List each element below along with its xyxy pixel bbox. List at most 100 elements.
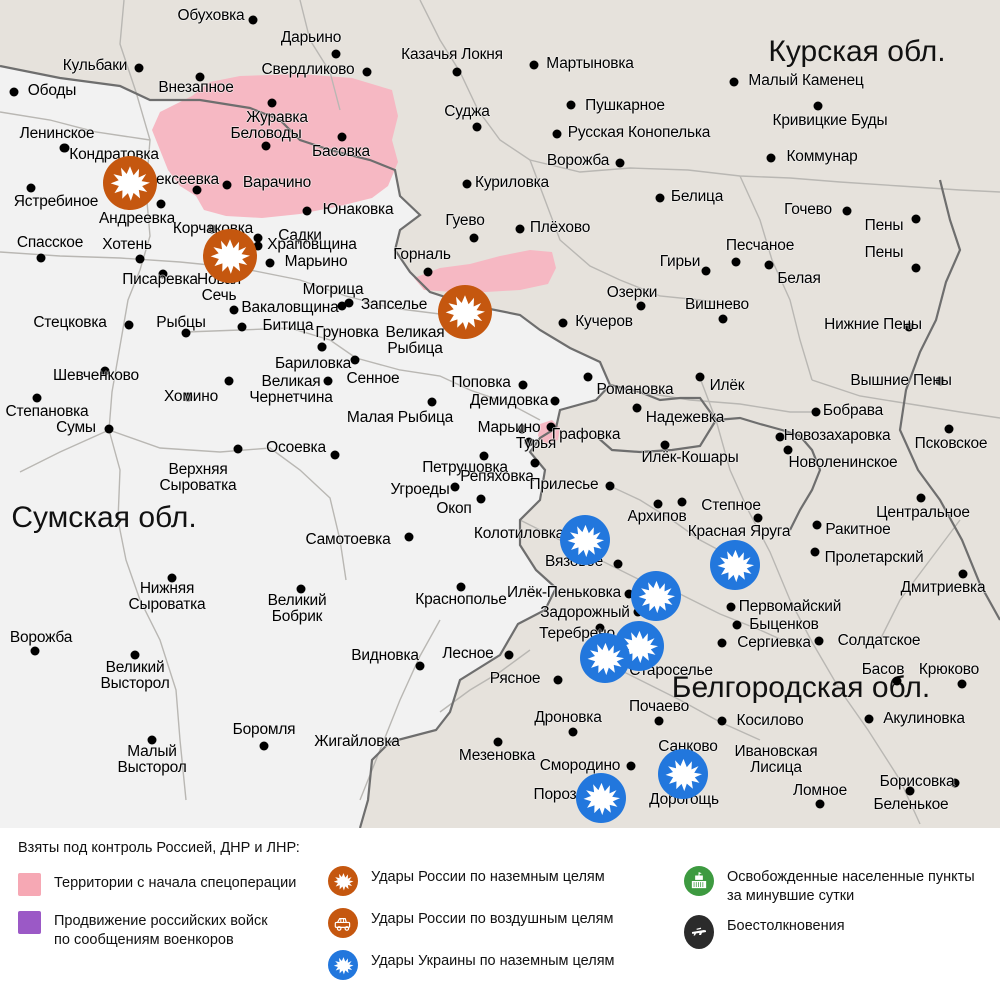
ukraine-ground-strike-marker[interactable] xyxy=(710,540,760,590)
place-label: Боромля xyxy=(232,721,296,739)
place-dot xyxy=(452,67,462,77)
place-label: Ворожба xyxy=(546,152,610,170)
place-label: Графовка xyxy=(551,426,621,444)
place-dot xyxy=(595,623,605,633)
place-dot xyxy=(124,320,134,330)
place-label: Храповщина xyxy=(267,236,357,254)
legend-item-label: Удары Украины по наземным целям xyxy=(371,953,615,969)
place-label: Прилесье xyxy=(529,476,599,494)
rifle-icon xyxy=(684,915,714,950)
place-label: Хомино xyxy=(163,388,219,406)
place-label: Пороз xyxy=(533,786,577,804)
place-dot xyxy=(472,122,482,132)
place-label: Гуево xyxy=(445,212,485,230)
place-label: Алексеевка xyxy=(137,171,219,189)
place-dot xyxy=(558,318,568,328)
place-dot xyxy=(626,761,636,771)
place-label: Малый Высторол xyxy=(117,743,187,776)
place-label: Бобрава xyxy=(822,402,884,420)
place-dot xyxy=(344,298,354,308)
place-dot xyxy=(147,735,157,745)
place-dot xyxy=(167,573,177,583)
place-dot xyxy=(517,424,527,434)
place-dot xyxy=(552,129,562,139)
place-dot xyxy=(654,716,664,726)
place-dot xyxy=(450,482,460,492)
russia-landmass xyxy=(0,0,1000,828)
place-label: Первомайский xyxy=(738,598,842,616)
place-dot xyxy=(330,450,340,460)
legend-panel: Взяты под контроль Россией, ДНР и ЛНР: Т… xyxy=(0,828,1000,998)
place-dot xyxy=(493,737,503,747)
place-label: Поповка xyxy=(451,374,511,392)
place-dot xyxy=(753,513,763,523)
place-dot xyxy=(302,206,312,216)
place-label: Кульбаки xyxy=(62,57,128,75)
russia-ground-strike-marker[interactable] xyxy=(438,285,492,339)
place-label: Варачино xyxy=(242,174,312,192)
place-label: Обуховка xyxy=(177,7,245,25)
place-label: Новоленинское xyxy=(788,454,898,472)
legend-column-2: Удары России по наземным целям Удары Росс… xyxy=(328,866,678,994)
place-dot xyxy=(529,60,539,70)
place-label: Угроеды xyxy=(390,481,450,499)
place-label: Степановка xyxy=(5,403,89,421)
pink-swatch-icon xyxy=(18,873,41,896)
ukraine-ground-strike-marker[interactable] xyxy=(580,633,630,683)
place-label: Мартыновка xyxy=(546,55,634,73)
place-label: Озерки xyxy=(606,284,658,302)
place-dot xyxy=(261,141,271,151)
place-label: Шевченково xyxy=(53,367,139,385)
place-label: Сумы xyxy=(56,419,96,437)
place-dot xyxy=(26,183,36,193)
place-dot xyxy=(524,437,534,447)
place-dot xyxy=(233,444,243,454)
place-dot xyxy=(911,263,921,273)
place-label: Дроновка xyxy=(534,709,602,727)
place-dot xyxy=(729,77,739,87)
place-label: Беловоды xyxy=(230,125,302,143)
russia-ground-strike-marker[interactable] xyxy=(103,156,157,210)
place-label: Горналь xyxy=(393,246,451,264)
place-label: Пролетарский xyxy=(824,549,924,567)
place-dot xyxy=(195,72,205,82)
place-label: Пены xyxy=(864,217,904,235)
place-label: Белица xyxy=(670,188,724,206)
place-label: Красная Яруга xyxy=(687,523,791,541)
legend-item-pink-swatch: Территории с начала спецоперации xyxy=(18,872,318,896)
road-network xyxy=(0,0,1000,825)
place-label: Пушкарное xyxy=(585,97,665,115)
place-label: Борисовка xyxy=(879,773,955,791)
place-dot xyxy=(404,532,414,542)
place-dot xyxy=(331,49,341,59)
place-dot xyxy=(550,396,560,406)
place-dot xyxy=(134,63,144,73)
place-dot xyxy=(944,424,954,434)
russia-ground-strike-marker[interactable] xyxy=(203,229,257,283)
ukraine-ground-strike-marker[interactable] xyxy=(631,571,681,621)
ukraine-ground-strike-marker[interactable] xyxy=(658,749,708,799)
legend-item-label: Освобожденные населенные пункты за минув… xyxy=(727,869,975,904)
place-dot xyxy=(726,602,736,612)
place-dot xyxy=(655,193,665,203)
place-label: Задорожный xyxy=(540,604,630,622)
place-label: Илёк xyxy=(709,377,745,395)
place-label: Колотиловка xyxy=(473,525,565,543)
place-dot xyxy=(717,716,727,726)
place-label: Бариловка xyxy=(274,355,352,373)
place-dot xyxy=(222,180,232,190)
place-label: Белая xyxy=(777,270,821,288)
place-label: Рясное xyxy=(489,670,541,688)
map-canvas[interactable]: Курская обл. Сумская обл. Белгородская о… xyxy=(0,0,1000,828)
ukraine-ground-strike-marker[interactable] xyxy=(576,773,626,823)
ukraine-landmass xyxy=(0,66,610,828)
ukraine-ground-strike-marker[interactable] xyxy=(560,515,610,565)
place-dot xyxy=(337,301,347,311)
place-label: Ворожба xyxy=(9,629,73,647)
legend-item-ru-air: Удары России по воздушным целям xyxy=(328,908,678,938)
place-label: Марьино xyxy=(284,253,348,271)
place-label: Ленинское xyxy=(19,125,95,143)
place-dot xyxy=(718,314,728,324)
legend-item-label: Удары России по воздушным целям xyxy=(371,911,614,927)
place-dot xyxy=(905,786,915,796)
